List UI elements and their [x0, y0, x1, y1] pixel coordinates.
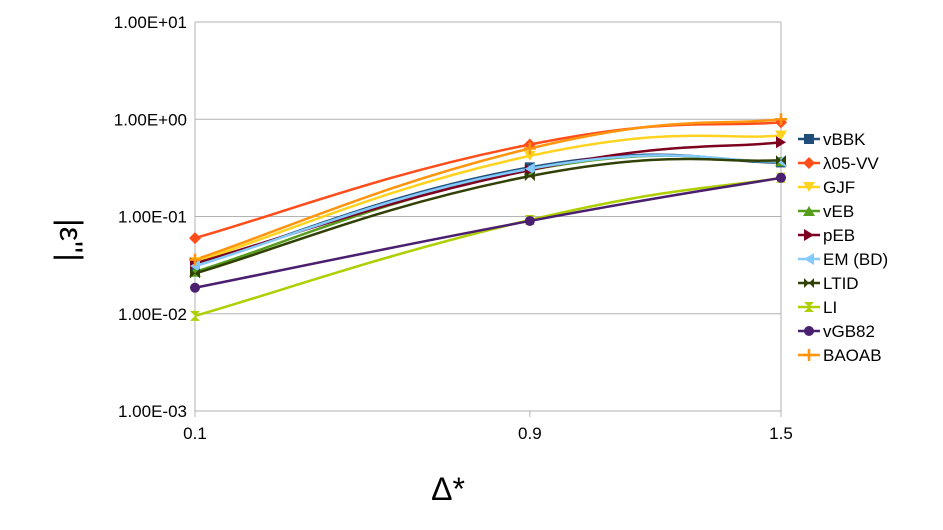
legend-marker — [803, 206, 815, 216]
legend-marker — [803, 182, 815, 192]
data-point-05-vv — [189, 232, 201, 245]
legend-label: LTID — [823, 274, 859, 293]
x-tick-label: 0.1 — [183, 424, 207, 443]
data-point-gjf — [523, 150, 536, 161]
legend-entry-peb: pEB — [798, 226, 855, 245]
data-point-ltid — [776, 155, 786, 166]
y-tick-label: 1.00E+00 — [114, 110, 187, 129]
legend: vBBK λ05-VV GJF vEB pEB EM (BD) LTID LI vGB82 BAO… — [798, 130, 888, 365]
x-axis-title: Δ* — [431, 471, 465, 507]
series-line-veb — [194, 154, 782, 273]
data-point-vgb82 — [776, 172, 786, 183]
legend-entry-baoab: BAOAB — [798, 346, 882, 365]
x-tick-label: 1.5 — [769, 424, 793, 443]
y-tick-label: 1.00E-02 — [118, 305, 187, 324]
legend-entry-vgb82: vGB82 — [798, 322, 875, 341]
legend-label: GJF — [823, 178, 855, 197]
legend-entry-veb: vEB — [798, 202, 854, 221]
legend-label: vBBK — [823, 130, 866, 149]
legend-marker — [803, 157, 815, 169]
series-line-05-vv — [194, 121, 782, 240]
data-point-ltid — [524, 171, 535, 182]
gridlines — [194, 21, 782, 412]
y-tick-label: 1.00E-03 — [118, 402, 187, 421]
legend-label: BAOAB — [823, 346, 882, 365]
data-point-baoab — [775, 113, 787, 126]
x-tick-labels: 0.1 0.9 1.5 — [183, 411, 793, 443]
legend-marker — [804, 278, 814, 288]
legend-marker — [804, 302, 814, 312]
legend-label: vEB — [823, 202, 854, 221]
legend-entry-em-bd: EM (BD) — [798, 250, 888, 269]
x-tick-label: 0.9 — [518, 424, 542, 443]
legend-entry-ltid: LTID — [798, 274, 859, 293]
data-point-vgb82 — [190, 282, 200, 293]
legend-entry-li: LI — [798, 298, 837, 317]
legend-marker — [804, 134, 814, 144]
series-line-li — [194, 176, 782, 318]
legend-marker — [803, 349, 815, 361]
data-point-em-bd — [524, 162, 535, 175]
data-point-vgb82 — [524, 215, 535, 226]
data-point-baoab — [523, 142, 536, 155]
legend-entry-gjf: GJF — [798, 178, 855, 197]
y-tick-label: 1.00E+01 — [114, 13, 187, 32]
legend-entry-05-vv: λ05-VV — [798, 154, 879, 173]
data-point-peb — [776, 136, 786, 149]
data-point-em-bd — [190, 259, 200, 272]
data-point-ltid — [190, 268, 200, 279]
legend-marker — [804, 326, 814, 336]
series-markers — [189, 113, 787, 321]
legend-label: vGB82 — [823, 322, 875, 341]
data-point-li — [190, 310, 200, 321]
data-point-gjf — [775, 130, 787, 141]
legend-label: LI — [823, 298, 837, 317]
legend-marker — [804, 253, 814, 265]
series-lines — [194, 118, 782, 318]
legend-label: EM (BD) — [823, 250, 888, 269]
legend-marker — [804, 229, 814, 241]
legend-entry-vbbk: vBBK — [798, 130, 866, 149]
series-line-vgb82 — [194, 176, 782, 289]
y-tick-label: 1.00E-01 — [118, 208, 187, 227]
data-point-baoab — [189, 253, 201, 266]
legend-label: λ05-VV — [823, 154, 879, 173]
y-tick-labels: 1.00E+01 1.00E+00 1.00E-01 1.00E-02 1.00E-03 — [114, 13, 187, 421]
legend-label: pEB — [823, 226, 855, 245]
y-axis-title: |ε''| — [53, 218, 89, 261]
